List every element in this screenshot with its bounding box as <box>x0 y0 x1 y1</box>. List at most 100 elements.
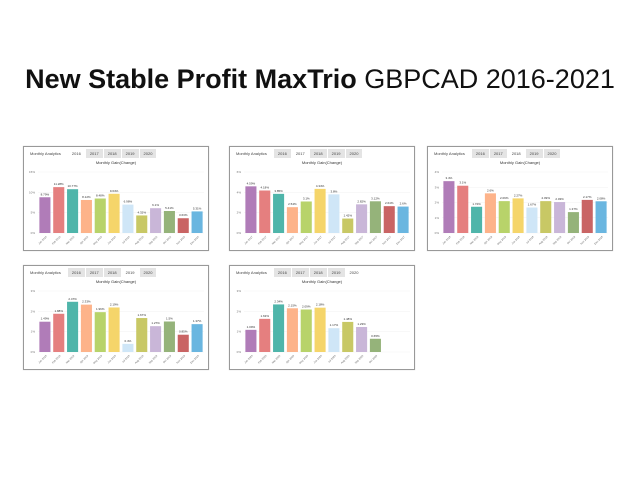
x-tick-label: Jan 2017 <box>243 234 254 245</box>
tab-2019[interactable]: 2019 <box>525 149 543 158</box>
data-label: 1.48% <box>343 317 352 321</box>
data-label: 1.42% <box>343 214 352 218</box>
y-tick-label: 15% <box>29 170 35 174</box>
data-label: 2.34% <box>274 299 283 303</box>
tab-2018[interactable]: 2018 <box>309 149 327 158</box>
data-label: 6.98% <box>124 200 133 204</box>
chart-title: Monthly Gain(Change) <box>500 160 541 165</box>
data-label: 4.34% <box>316 184 325 188</box>
bar <box>443 181 455 233</box>
tab-2016[interactable]: 2016 <box>67 268 85 277</box>
tab-2017[interactable]: 2017 <box>489 149 507 158</box>
tab-2016[interactable]: 2016 <box>273 149 291 158</box>
data-label: 2.09% <box>541 196 550 200</box>
tab-2020[interactable]: 2020 <box>139 149 157 158</box>
tab-2018[interactable]: 2018 <box>103 149 121 158</box>
x-tick-label: Aug 2019 <box>134 353 145 364</box>
tab-2018[interactable]: 2018 <box>507 149 525 158</box>
x-tick-label: May 2019 <box>92 353 103 364</box>
tab-2016[interactable]: 2016 <box>67 149 85 158</box>
bar <box>259 318 271 352</box>
bar <box>484 193 496 233</box>
tab-2017[interactable]: 2017 <box>291 149 309 158</box>
x-tick-label: Apr 2016 <box>79 234 90 245</box>
bar <box>150 208 162 233</box>
tab-2017[interactable]: 2017 <box>291 268 309 277</box>
x-tick-label: Feb 2016 <box>51 234 62 245</box>
y-tick-label: 10% <box>29 190 35 194</box>
x-tick-label: Mar 2019 <box>65 353 76 364</box>
bar <box>39 321 51 352</box>
tab-2019[interactable]: 2019 <box>327 149 345 158</box>
tab-2020[interactable]: 2020 <box>543 149 561 158</box>
x-tick-label: Nov 2017 <box>381 234 392 245</box>
tab-2019[interactable]: 2019 <box>121 268 139 277</box>
x-tick-label: Sep 2017 <box>354 234 365 245</box>
data-label: 0.85% <box>179 330 188 334</box>
bar <box>342 218 354 233</box>
tab-2018[interactable]: 2018 <box>103 268 121 277</box>
data-label: 4.18% <box>260 186 269 190</box>
x-tick-label: Jun 2017 <box>312 234 323 245</box>
tab-2020[interactable]: 2020 <box>139 268 157 277</box>
tab-2019[interactable]: 2019 <box>327 268 345 277</box>
x-tick-label: Mar 2018 <box>469 234 480 245</box>
data-label: 3.1% <box>459 181 466 185</box>
data-label: 1.37% <box>193 319 202 323</box>
bar <box>581 199 593 233</box>
tab-2020[interactable]: 2020 <box>345 149 363 158</box>
bar <box>108 193 120 233</box>
y-tick-label: 5% <box>31 211 36 215</box>
bar <box>286 207 298 233</box>
data-label: 2.82% <box>357 199 366 203</box>
tab-2016[interactable]: 2016 <box>273 268 291 277</box>
data-label: 0.4% <box>124 339 131 343</box>
data-label: 4.32% <box>137 210 146 214</box>
year-tabs: Monthly Analytics 2016 2017 2018 2019 2020 <box>232 268 363 277</box>
tab-2019[interactable]: 2019 <box>121 149 139 158</box>
bar <box>300 309 312 352</box>
x-tick-label: Apr 2018 <box>483 234 494 245</box>
data-label: 2.03% <box>555 197 564 201</box>
data-label: 1.96% <box>96 307 105 311</box>
chart-title: Monthly Gain(Change) <box>302 279 343 284</box>
data-label: 1.88% <box>54 309 63 313</box>
bar <box>273 304 285 352</box>
tab-2018[interactable]: 2018 <box>309 268 327 277</box>
x-tick-label: Jun 2018 <box>510 234 521 245</box>
y-tick-label: 6% <box>237 170 242 174</box>
data-label: 1.49% <box>41 317 50 321</box>
chart-title: Monthly Gain(Change) <box>96 279 137 284</box>
x-tick-label: Jul 2020 <box>327 353 337 363</box>
bar <box>356 326 368 352</box>
x-tick-label: Nov 2016 <box>175 234 186 245</box>
x-tick-label: Mar 2017 <box>271 234 282 245</box>
y-tick-label: 0% <box>31 350 36 354</box>
x-tick-label: Jul 2016 <box>121 234 131 244</box>
bar <box>328 328 340 352</box>
tab-2017[interactable]: 2017 <box>85 268 103 277</box>
data-label: 3.85% <box>274 189 283 193</box>
bar <box>136 318 148 352</box>
tab-2020[interactable]: 2020 <box>345 268 363 277</box>
x-tick-label: Jan 2016 <box>37 234 48 245</box>
x-tick-label: Feb 2019 <box>51 353 62 364</box>
bar <box>122 343 134 352</box>
data-label: 1.17% <box>330 323 339 327</box>
data-label: 8.48% <box>96 194 105 198</box>
tab-2017[interactable]: 2017 <box>85 149 103 158</box>
chart-panel-2019: Monthly Analytics 2016 2017 2018 2019 2020 Mon… <box>23 265 209 370</box>
x-tick-label: Feb 2017 <box>257 234 268 245</box>
x-tick-label: Feb 2020 <box>257 353 268 364</box>
data-label: 2.09% <box>500 196 509 200</box>
bar <box>108 307 120 352</box>
data-label: 3.4% <box>445 176 452 180</box>
bar <box>567 212 579 233</box>
data-label: 8.79% <box>41 192 50 196</box>
x-tick-label: Apr 2020 <box>285 353 296 364</box>
tab-2016[interactable]: 2016 <box>471 149 489 158</box>
bar-chart: Monthly Gain(Change) 0% 5% 10% 15% 8.79% Jan 2… <box>29 160 204 246</box>
y-tick-label: 2% <box>435 201 440 205</box>
y-tick-label: 3% <box>237 289 242 293</box>
x-tick-label: Sep 2020 <box>354 353 365 364</box>
